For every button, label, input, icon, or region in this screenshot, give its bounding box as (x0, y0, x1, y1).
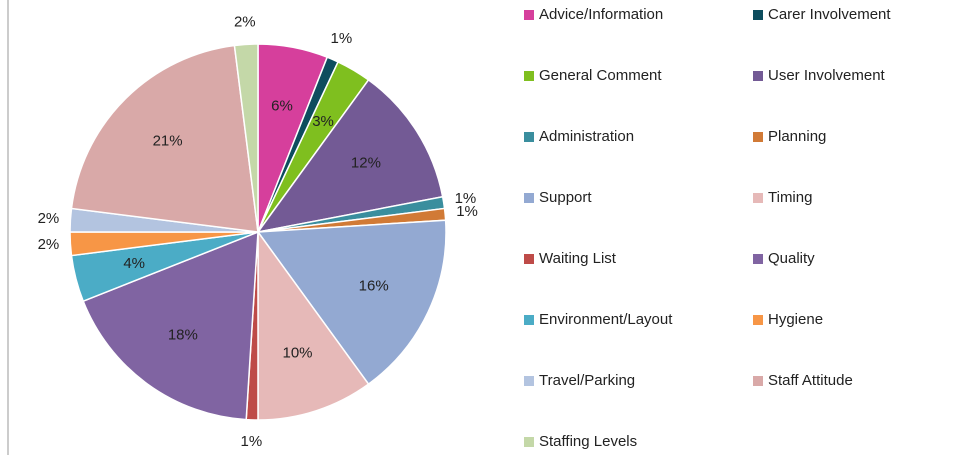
legend-label: Support (539, 189, 592, 206)
legend-label: Travel/Parking (539, 372, 635, 389)
data-label: 12% (351, 154, 381, 171)
legend-label: Advice/Information (539, 6, 663, 23)
data-label: 2% (234, 13, 256, 30)
legend-label: Staff Attitude (768, 372, 853, 389)
legend-label: User Involvement (768, 67, 886, 84)
legend-label: Waiting List (539, 250, 617, 267)
pie-slice (70, 44, 259, 233)
data-label: 18% (168, 326, 198, 343)
data-label: 16% (359, 277, 389, 294)
legend-swatch (753, 376, 763, 386)
data-label: 1% (455, 190, 477, 207)
legend-swatch (753, 10, 763, 20)
legend-label: General Comment (539, 67, 662, 84)
legend-label: Timing (768, 189, 812, 206)
legend-label: Planning (768, 128, 826, 145)
legend-swatch (524, 132, 534, 142)
legend-label: Staffing Levels (539, 433, 637, 450)
legend-swatch (524, 254, 534, 264)
legend-swatch (524, 437, 534, 447)
legend-label: Administration (539, 128, 634, 145)
legend-label: Hygiene (768, 311, 823, 328)
legend-swatch (524, 315, 534, 325)
data-label: 1% (331, 30, 353, 47)
legend-swatch (753, 315, 763, 325)
pie-slice (233, 43, 259, 233)
data-label: 3% (312, 113, 334, 130)
legend-swatch (524, 193, 534, 203)
data-label: 1% (241, 433, 263, 450)
legend-swatch (753, 132, 763, 142)
data-label: 21% (153, 133, 183, 150)
legend-label: Carer Involvement (768, 6, 891, 23)
legend-swatch (753, 71, 763, 81)
legend-swatch (524, 71, 534, 81)
legend-swatch (524, 376, 534, 386)
pie-slice (257, 229, 370, 421)
legend-swatch (753, 193, 763, 203)
legend-swatch (524, 10, 534, 20)
data-label: 2% (38, 236, 60, 253)
pie-slice (256, 219, 447, 386)
data-label: 6% (271, 97, 293, 114)
pie-slice (82, 230, 259, 421)
pie-slice (256, 78, 444, 234)
legend-swatch (753, 254, 763, 264)
data-label: 10% (282, 345, 312, 362)
data-label: 4% (123, 255, 145, 272)
legend-label: Quality (768, 250, 815, 267)
legend-label: Environment/Layout (539, 311, 673, 328)
data-label: 1% (456, 203, 478, 220)
data-label: 2% (38, 210, 60, 227)
